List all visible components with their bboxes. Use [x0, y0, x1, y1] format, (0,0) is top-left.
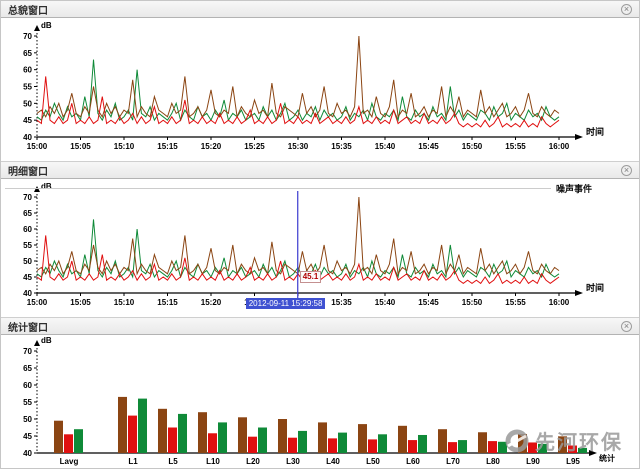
- svg-text:15:45: 15:45: [418, 298, 439, 307]
- panel-stats: 统计窗口 × 40 45 50 55 60 65 70 dB 统计 Lavg L1 L5 L10 L20 L…: [1, 318, 639, 468]
- svg-text:15:55: 15:55: [505, 142, 526, 151]
- svg-text:L60: L60: [406, 457, 420, 466]
- svg-text:15:40: 15:40: [375, 298, 396, 307]
- svg-text:40: 40: [23, 449, 32, 458]
- svg-text:dB: dB: [41, 21, 52, 30]
- svg-text:60: 60: [23, 225, 32, 234]
- svg-text:15:15: 15:15: [157, 142, 178, 151]
- cursor-value-tooltip: 45.1: [299, 270, 322, 283]
- detail-titlebar: 明细窗口 ×: [1, 162, 639, 179]
- svg-text:15:55: 15:55: [505, 298, 526, 307]
- svg-text:L90: L90: [526, 457, 540, 466]
- svg-text:50: 50: [23, 415, 32, 424]
- svg-text:L10: L10: [206, 457, 220, 466]
- detail-line-chart[interactable]: 40 45 50 55 60 65 70 dB 时间 15:00 15:05 15:10 15:15 15…: [1, 179, 639, 317]
- svg-text:16:00: 16:00: [549, 142, 570, 151]
- panel-detail: 明细窗口 × 40 45 50 55 60 65 70 dB 时间 15:00 15:05 15:10…: [1, 162, 639, 318]
- svg-text:60: 60: [23, 66, 32, 75]
- svg-text:15:05: 15:05: [70, 142, 91, 151]
- svg-text:时间: 时间: [586, 282, 604, 293]
- svg-text:15:45: 15:45: [418, 142, 439, 151]
- svg-text:15:50: 15:50: [462, 298, 483, 307]
- overview-line-chart: 40 45 50 55 60 65 70 dB 时间 15:00 15:05 15:10 15:15 15…: [23, 21, 604, 151]
- close-icon[interactable]: ×: [621, 164, 632, 176]
- svg-text:15:00: 15:00: [27, 298, 48, 307]
- svg-text:15:10: 15:10: [114, 142, 135, 151]
- svg-text:15:00: 15:00: [27, 142, 48, 151]
- svg-text:时间: 时间: [586, 126, 604, 137]
- svg-text:15:15: 15:15: [157, 298, 178, 307]
- svg-text:15:30: 15:30: [288, 142, 309, 151]
- svg-text:70: 70: [23, 193, 32, 202]
- svg-text:L20: L20: [246, 457, 260, 466]
- svg-text:15:10: 15:10: [114, 298, 135, 307]
- svg-text:15:05: 15:05: [70, 298, 91, 307]
- svg-text:40: 40: [23, 289, 32, 298]
- detail-title: 明细窗口: [8, 166, 48, 178]
- svg-text:55: 55: [23, 83, 32, 92]
- svg-text:45: 45: [23, 116, 32, 125]
- svg-text:70: 70: [23, 347, 32, 356]
- svg-text:L70: L70: [446, 457, 460, 466]
- svg-text:L95: L95: [566, 457, 580, 466]
- svg-text:15:20: 15:20: [201, 298, 222, 307]
- svg-text:55: 55: [23, 241, 32, 250]
- stats-titlebar: 统计窗口 ×: [1, 318, 639, 335]
- svg-text:65: 65: [23, 364, 32, 373]
- svg-text:45: 45: [23, 432, 32, 441]
- overview-titlebar: 总貌窗口 ×: [1, 1, 639, 18]
- svg-text:65: 65: [23, 209, 32, 218]
- stats-title: 统计窗口: [8, 322, 48, 334]
- svg-text:16:00: 16:00: [549, 298, 570, 307]
- cursor-datetime-label: 2012-09-11 15:29:58: [245, 298, 326, 309]
- stats-chart-area: 40 45 50 55 60 65 70 dB 统计 Lavg L1 L5 L10 L20 L30 L40 L5…: [1, 335, 639, 467]
- panel-overview: 总貌窗口 × 40 45 50 55 60 65 70 dB 时间 15:00 15:05 15:10…: [1, 1, 639, 162]
- svg-text:Lavg: Lavg: [60, 457, 79, 466]
- svg-text:50: 50: [23, 99, 32, 108]
- overview-chart-area: 40 45 50 55 60 65 70 dB 时间 15:00 15:05 15:10 15:15 15…: [1, 18, 639, 161]
- svg-text:统计: 统计: [599, 453, 615, 463]
- svg-text:15:25: 15:25: [244, 142, 265, 151]
- svg-text:70: 70: [23, 32, 32, 41]
- svg-text:dB: dB: [41, 182, 52, 191]
- svg-text:55: 55: [23, 398, 32, 407]
- noise-event-label: 噪声事件: [552, 182, 595, 195]
- svg-text:L80: L80: [486, 457, 500, 466]
- svg-text:15:20: 15:20: [201, 142, 222, 151]
- svg-text:60: 60: [23, 381, 32, 390]
- svg-text:L1: L1: [128, 457, 138, 466]
- event-separator-line: [5, 188, 551, 189]
- svg-text:45: 45: [23, 273, 32, 282]
- svg-text:15:35: 15:35: [331, 142, 352, 151]
- svg-text:15:50: 15:50: [462, 142, 483, 151]
- stats-bar-chart: 40 45 50 55 60 65 70 dB 统计 Lavg L1 L5 L10 L20 L30 L40 L5…: [23, 336, 615, 466]
- svg-text:15:40: 15:40: [375, 142, 396, 151]
- svg-text:L5: L5: [168, 457, 178, 466]
- svg-text:40: 40: [23, 133, 32, 142]
- close-icon[interactable]: ×: [621, 3, 632, 15]
- detail-chart-area: 40 45 50 55 60 65 70 dB 时间 15:00 15:05 15:10 15:15 15…: [1, 179, 639, 317]
- svg-text:15:35: 15:35: [331, 298, 352, 307]
- svg-text:L40: L40: [326, 457, 340, 466]
- svg-text:50: 50: [23, 257, 32, 266]
- svg-text:65: 65: [23, 49, 32, 58]
- svg-text:L50: L50: [366, 457, 380, 466]
- svg-text:dB: dB: [41, 336, 52, 345]
- svg-text:L30: L30: [286, 457, 300, 466]
- close-icon[interactable]: ×: [621, 320, 632, 332]
- overview-title: 总貌窗口: [8, 5, 48, 17]
